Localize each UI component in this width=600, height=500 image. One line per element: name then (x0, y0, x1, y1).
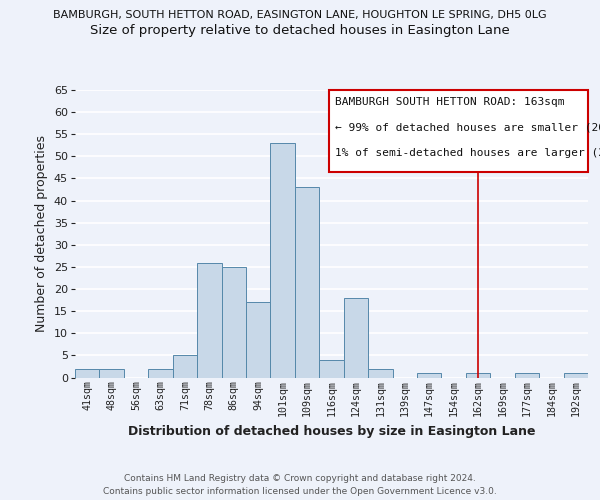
Bar (75, 368, 100, 378)
Bar (319, 360, 344, 378)
Text: Size of property relative to detached houses in Easington Lane: Size of property relative to detached ho… (90, 24, 510, 37)
Bar (173, 356, 197, 378)
Text: Contains HM Land Registry data © Crown copyright and database right 2024.: Contains HM Land Registry data © Crown c… (124, 474, 476, 483)
Bar (221, 267, 246, 378)
Y-axis label: Number of detached properties: Number of detached properties (35, 135, 49, 332)
Text: BAMBURGH SOUTH HETTON ROAD: 163sqm: BAMBURGH SOUTH HETTON ROAD: 163sqm (335, 97, 565, 107)
Bar (246, 302, 271, 378)
Bar (515, 373, 539, 378)
Text: ← 99% of detached houses are smaller (201): ← 99% of detached houses are smaller (20… (335, 122, 600, 132)
Bar (148, 368, 173, 378)
FancyBboxPatch shape (329, 90, 588, 172)
Bar (368, 368, 392, 378)
Bar (271, 143, 295, 378)
Bar (100, 368, 124, 378)
Bar (344, 298, 368, 378)
X-axis label: Distribution of detached houses by size in Easington Lane: Distribution of detached houses by size … (128, 424, 535, 438)
Text: BAMBURGH, SOUTH HETTON ROAD, EASINGTON LANE, HOUGHTON LE SPRING, DH5 0LG: BAMBURGH, SOUTH HETTON ROAD, EASINGTON L… (53, 10, 547, 20)
Bar (466, 373, 490, 378)
Text: Contains public sector information licensed under the Open Government Licence v3: Contains public sector information licen… (103, 487, 497, 496)
Bar (295, 188, 319, 378)
Bar (417, 373, 442, 378)
Text: 1% of semi-detached houses are larger (2) →: 1% of semi-detached houses are larger (2… (335, 148, 600, 158)
Bar (197, 262, 221, 378)
Bar (563, 373, 588, 378)
